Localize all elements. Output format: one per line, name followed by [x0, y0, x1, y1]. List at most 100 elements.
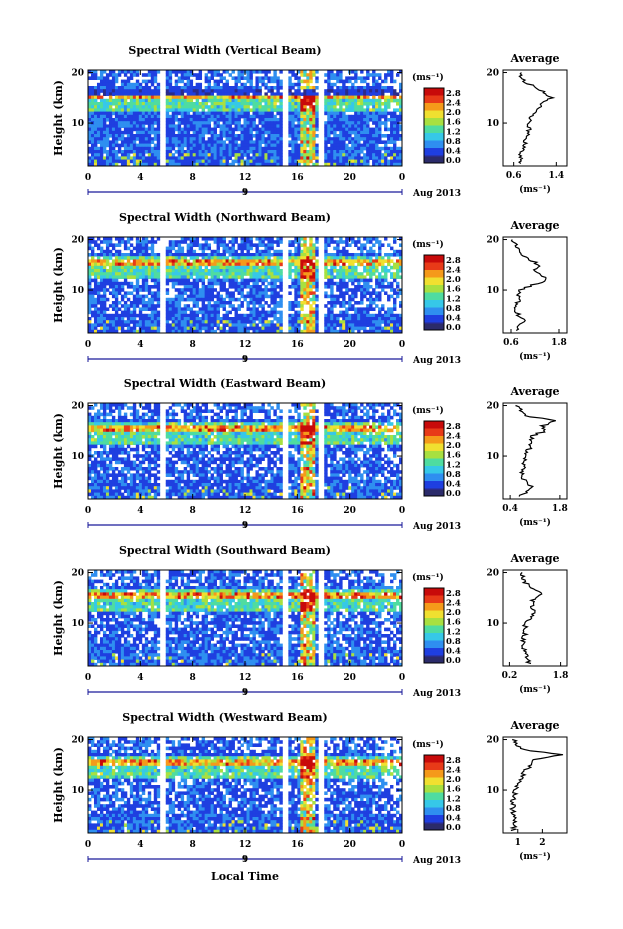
heatmap-cell	[147, 102, 152, 106]
heatmap-cell	[396, 102, 400, 106]
heatmap-cell	[288, 111, 292, 116]
heatmap-cell	[183, 272, 188, 276]
heatmap-cell	[156, 70, 161, 74]
heatmap-cell	[93, 86, 98, 90]
heatmap-cell	[195, 310, 200, 315]
heatmap-cell	[144, 92, 149, 96]
heatmap-cell	[237, 89, 241, 93]
heatmap-cell	[88, 304, 92, 308]
heatmap-cell	[180, 275, 185, 279]
heatmap-cell	[123, 246, 128, 251]
heatmap-cell	[339, 114, 343, 119]
heatmap-cell	[129, 249, 134, 254]
heatmap-cell	[234, 111, 238, 116]
heatmap-cell	[213, 86, 217, 90]
heatmap-cell	[246, 89, 250, 93]
heatmap-cell	[204, 143, 209, 148]
heatmap-cell	[330, 326, 334, 331]
heatmap-cell	[378, 127, 382, 132]
heatmap-cell	[132, 95, 137, 100]
heatmap-cell	[279, 140, 283, 144]
heatmap-cell	[258, 304, 262, 308]
heatmap-cell	[246, 301, 250, 305]
heatmap-cell	[297, 249, 301, 254]
heatmap-cell	[171, 310, 176, 315]
heatmap-cell	[132, 73, 137, 77]
heatmap-cell	[204, 140, 209, 144]
heatmap-cell	[351, 92, 355, 96]
heatmap-cell	[180, 89, 185, 93]
heatmap-cell	[324, 73, 328, 77]
heatmap-cell	[99, 320, 104, 324]
heatmap-cell	[88, 307, 92, 311]
heatmap-cell	[369, 89, 373, 93]
heatmap-cell	[249, 301, 253, 305]
heatmap-cell	[393, 307, 397, 311]
colorbar-segment	[424, 95, 444, 98]
heatmap-cell	[222, 307, 226, 311]
heatmap-cell	[372, 243, 376, 247]
heatmap-cell	[189, 297, 194, 302]
heatmap-cell	[312, 92, 316, 96]
heatmap-cell	[117, 89, 122, 93]
heatmap-cell	[342, 159, 346, 164]
heatmap-cell	[369, 269, 373, 273]
heatmap-cell	[207, 111, 212, 116]
heatmap-cell	[234, 98, 238, 103]
heatmap-cell	[147, 86, 152, 90]
heatmap-cell	[177, 253, 182, 257]
heatmap-cell	[324, 153, 328, 157]
heatmap-cell	[120, 102, 125, 106]
heatmap-cell	[186, 320, 191, 324]
heatmap-cell	[351, 256, 355, 260]
heatmap-cell	[165, 130, 170, 135]
heatmap-cell	[252, 92, 256, 96]
heatmap-cell	[303, 259, 307, 263]
heatmap-cell	[117, 326, 122, 331]
heatmap-cell	[351, 124, 355, 128]
heatmap-cell	[132, 140, 137, 144]
heatmap-cell	[324, 253, 328, 257]
heatmap-cell	[228, 320, 232, 324]
heatmap-cell	[177, 297, 182, 302]
heatmap-cell	[399, 118, 403, 122]
heatmap-cell	[249, 288, 253, 292]
heatmap-cell	[210, 150, 214, 154]
heatmap-cell	[258, 134, 262, 138]
heatmap-cell	[177, 124, 182, 128]
heatmap-cell	[378, 111, 382, 116]
heatmap-cell	[144, 253, 149, 257]
heatmap-cell	[165, 124, 170, 128]
heatmap-cell	[165, 291, 170, 295]
heatmap-cell	[174, 323, 179, 327]
heatmap-cell	[198, 95, 203, 100]
heatmap-cell	[102, 320, 107, 324]
heatmap-cell	[198, 118, 203, 122]
heatmap-cell	[147, 118, 152, 122]
heatmap-cell	[111, 323, 116, 327]
heatmap-cell	[195, 281, 200, 286]
heatmap-cell	[195, 162, 200, 167]
heatmap-cell	[315, 134, 319, 138]
heatmap-cell	[108, 98, 113, 103]
heatmap-cell	[141, 114, 146, 119]
heatmap-cell	[114, 156, 119, 160]
heatmap-cell	[306, 140, 310, 144]
heatmap-cell	[183, 317, 188, 321]
heatmap-cell	[237, 111, 241, 116]
heatmap-cell	[297, 76, 301, 80]
heatmap-cell	[231, 317, 235, 321]
heatmap-cell	[378, 86, 382, 90]
heatmap-cell	[306, 79, 310, 84]
heatmap-cell	[108, 304, 113, 308]
heatmap-cell	[186, 137, 191, 141]
colorbar-segment	[424, 151, 444, 155]
heatmap-cell	[150, 237, 155, 241]
heatmap-cell	[210, 281, 214, 286]
heatmap-cell	[315, 86, 319, 90]
heatmap-cell	[123, 307, 128, 311]
heatmap-cell	[198, 323, 203, 327]
heatmap-cell	[345, 288, 349, 292]
heatmap-cell	[108, 111, 113, 116]
heatmap-cell	[249, 95, 253, 100]
